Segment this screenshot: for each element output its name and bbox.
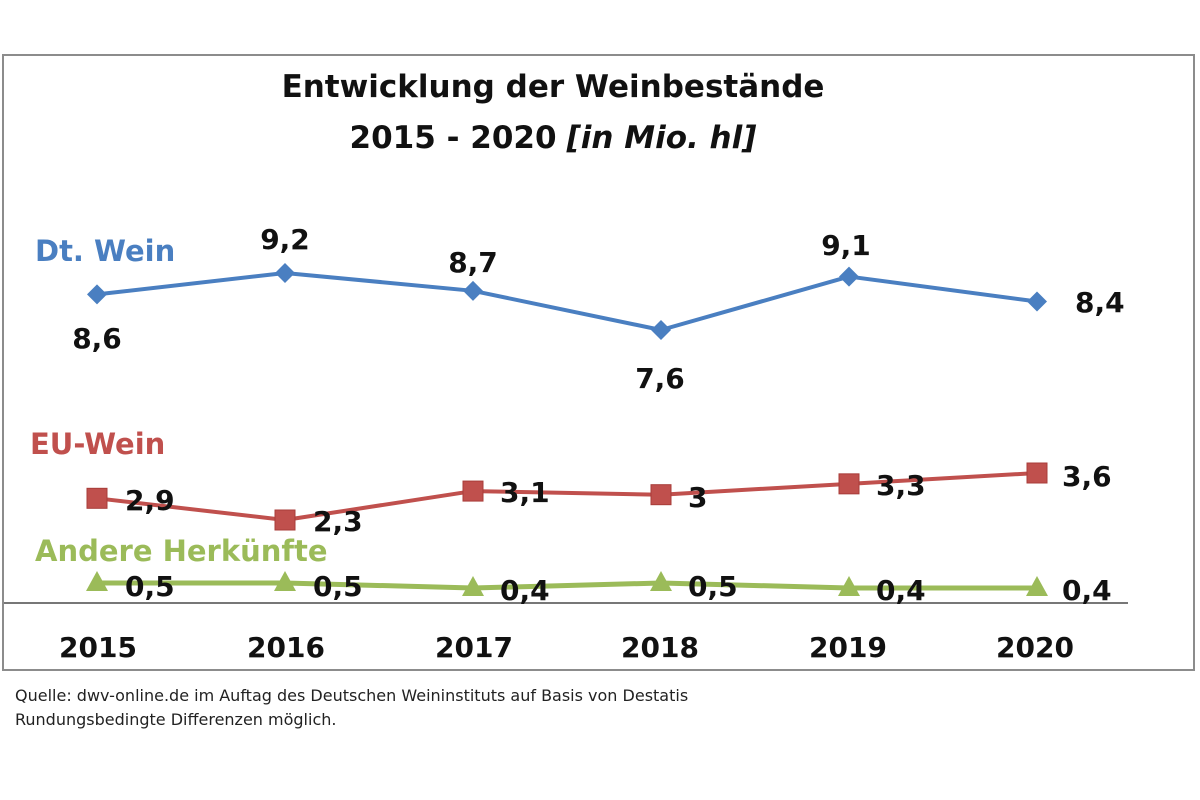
series-line [96, 271, 1038, 332]
plot-area: 2015 2016 2017 2018 2019 20208,69,28,77,69,18… [4, 223, 1128, 664]
data-point-square [838, 473, 860, 495]
data-point-triangle [650, 571, 672, 591]
series-name-label: Andere Herkünfte [35, 534, 328, 568]
data-point-triangle [1026, 576, 1048, 596]
chart-unit: [in Mio. hl] [566, 120, 757, 156]
x-tick-label: 2018 [621, 631, 699, 664]
data-label: 2,9 [125, 484, 175, 517]
chart-subtitle-years: 2015 - 2020 [350, 120, 557, 156]
chart-subtitle: 2015 - 2020 [in Mio. hl] [350, 120, 757, 156]
data-label: 0,5 [313, 570, 363, 603]
data-point-diamond [839, 266, 859, 287]
data-label: 0,4 [876, 574, 926, 607]
data-point-square [462, 480, 484, 502]
data-point-square [650, 484, 672, 506]
x-tick-label: 2020 [996, 631, 1074, 664]
data-label: 7,6 [635, 362, 685, 395]
data-label: 8,7 [448, 246, 498, 279]
data-point-square [1026, 462, 1048, 484]
data-label: 3 [688, 481, 707, 514]
data-label: 0,4 [1062, 574, 1112, 607]
chart-frame [2, 54, 1195, 671]
data-point-square [86, 487, 108, 509]
data-point-diamond [1027, 291, 1047, 312]
data-label: 8,4 [1075, 286, 1125, 319]
data-label: 3,3 [876, 469, 926, 502]
data-point-diamond [463, 280, 483, 301]
x-tick-label: 2016 [247, 631, 325, 664]
source-line: Quelle: dwv-online.de im Auftag des Deut… [15, 686, 689, 705]
data-point-triangle [462, 576, 484, 596]
data-point-diamond [275, 263, 295, 283]
series-square: 2,9 2,3 3,1 3 3,3 3,6 EU-Wein [30, 427, 1112, 538]
data-label: 0,4 [500, 574, 550, 607]
data-label: 2,3 [313, 505, 363, 538]
series-diamond: 8,6 9,2 8,7 7,6 9,1 8,4 Dt. Wein [35, 223, 1125, 395]
data-point-triangle [86, 571, 108, 591]
data-label: 0,5 [688, 570, 738, 603]
data-point-triangle [274, 571, 296, 591]
data-point-triangle [838, 576, 860, 596]
data-label: 9,2 [260, 223, 310, 256]
data-point-diamond [87, 284, 107, 305]
x-tick-label: 2019 [809, 631, 887, 664]
chart-title: Entwicklung der Weinbestände [282, 69, 825, 105]
series-triangle: 0,5 0,5 0,4 0,5 0,4 0,4 Andere Herkünfte [35, 534, 1112, 607]
data-label: 8,6 [72, 322, 122, 355]
data-label: 9,1 [821, 229, 871, 262]
x-tick-label: 2015 [59, 631, 137, 664]
data-label: 3,1 [500, 476, 550, 509]
rounding-note: Rundungsbedingte Differenzen möglich. [15, 710, 337, 729]
series-name-label: Dt. Wein [35, 234, 175, 268]
data-label: 0,5 [125, 570, 175, 603]
data-point-diamond [651, 320, 671, 340]
data-label: 3,6 [1062, 460, 1112, 493]
series-line [96, 471, 1038, 522]
series-name-label: EU-Wein [30, 427, 165, 461]
series-line [97, 580, 1037, 591]
data-point-square [274, 509, 296, 531]
source-note: Quelle: dwv-online.de im Auftag des Deut… [15, 684, 1185, 732]
x-tick-label: 2017 [435, 631, 513, 664]
